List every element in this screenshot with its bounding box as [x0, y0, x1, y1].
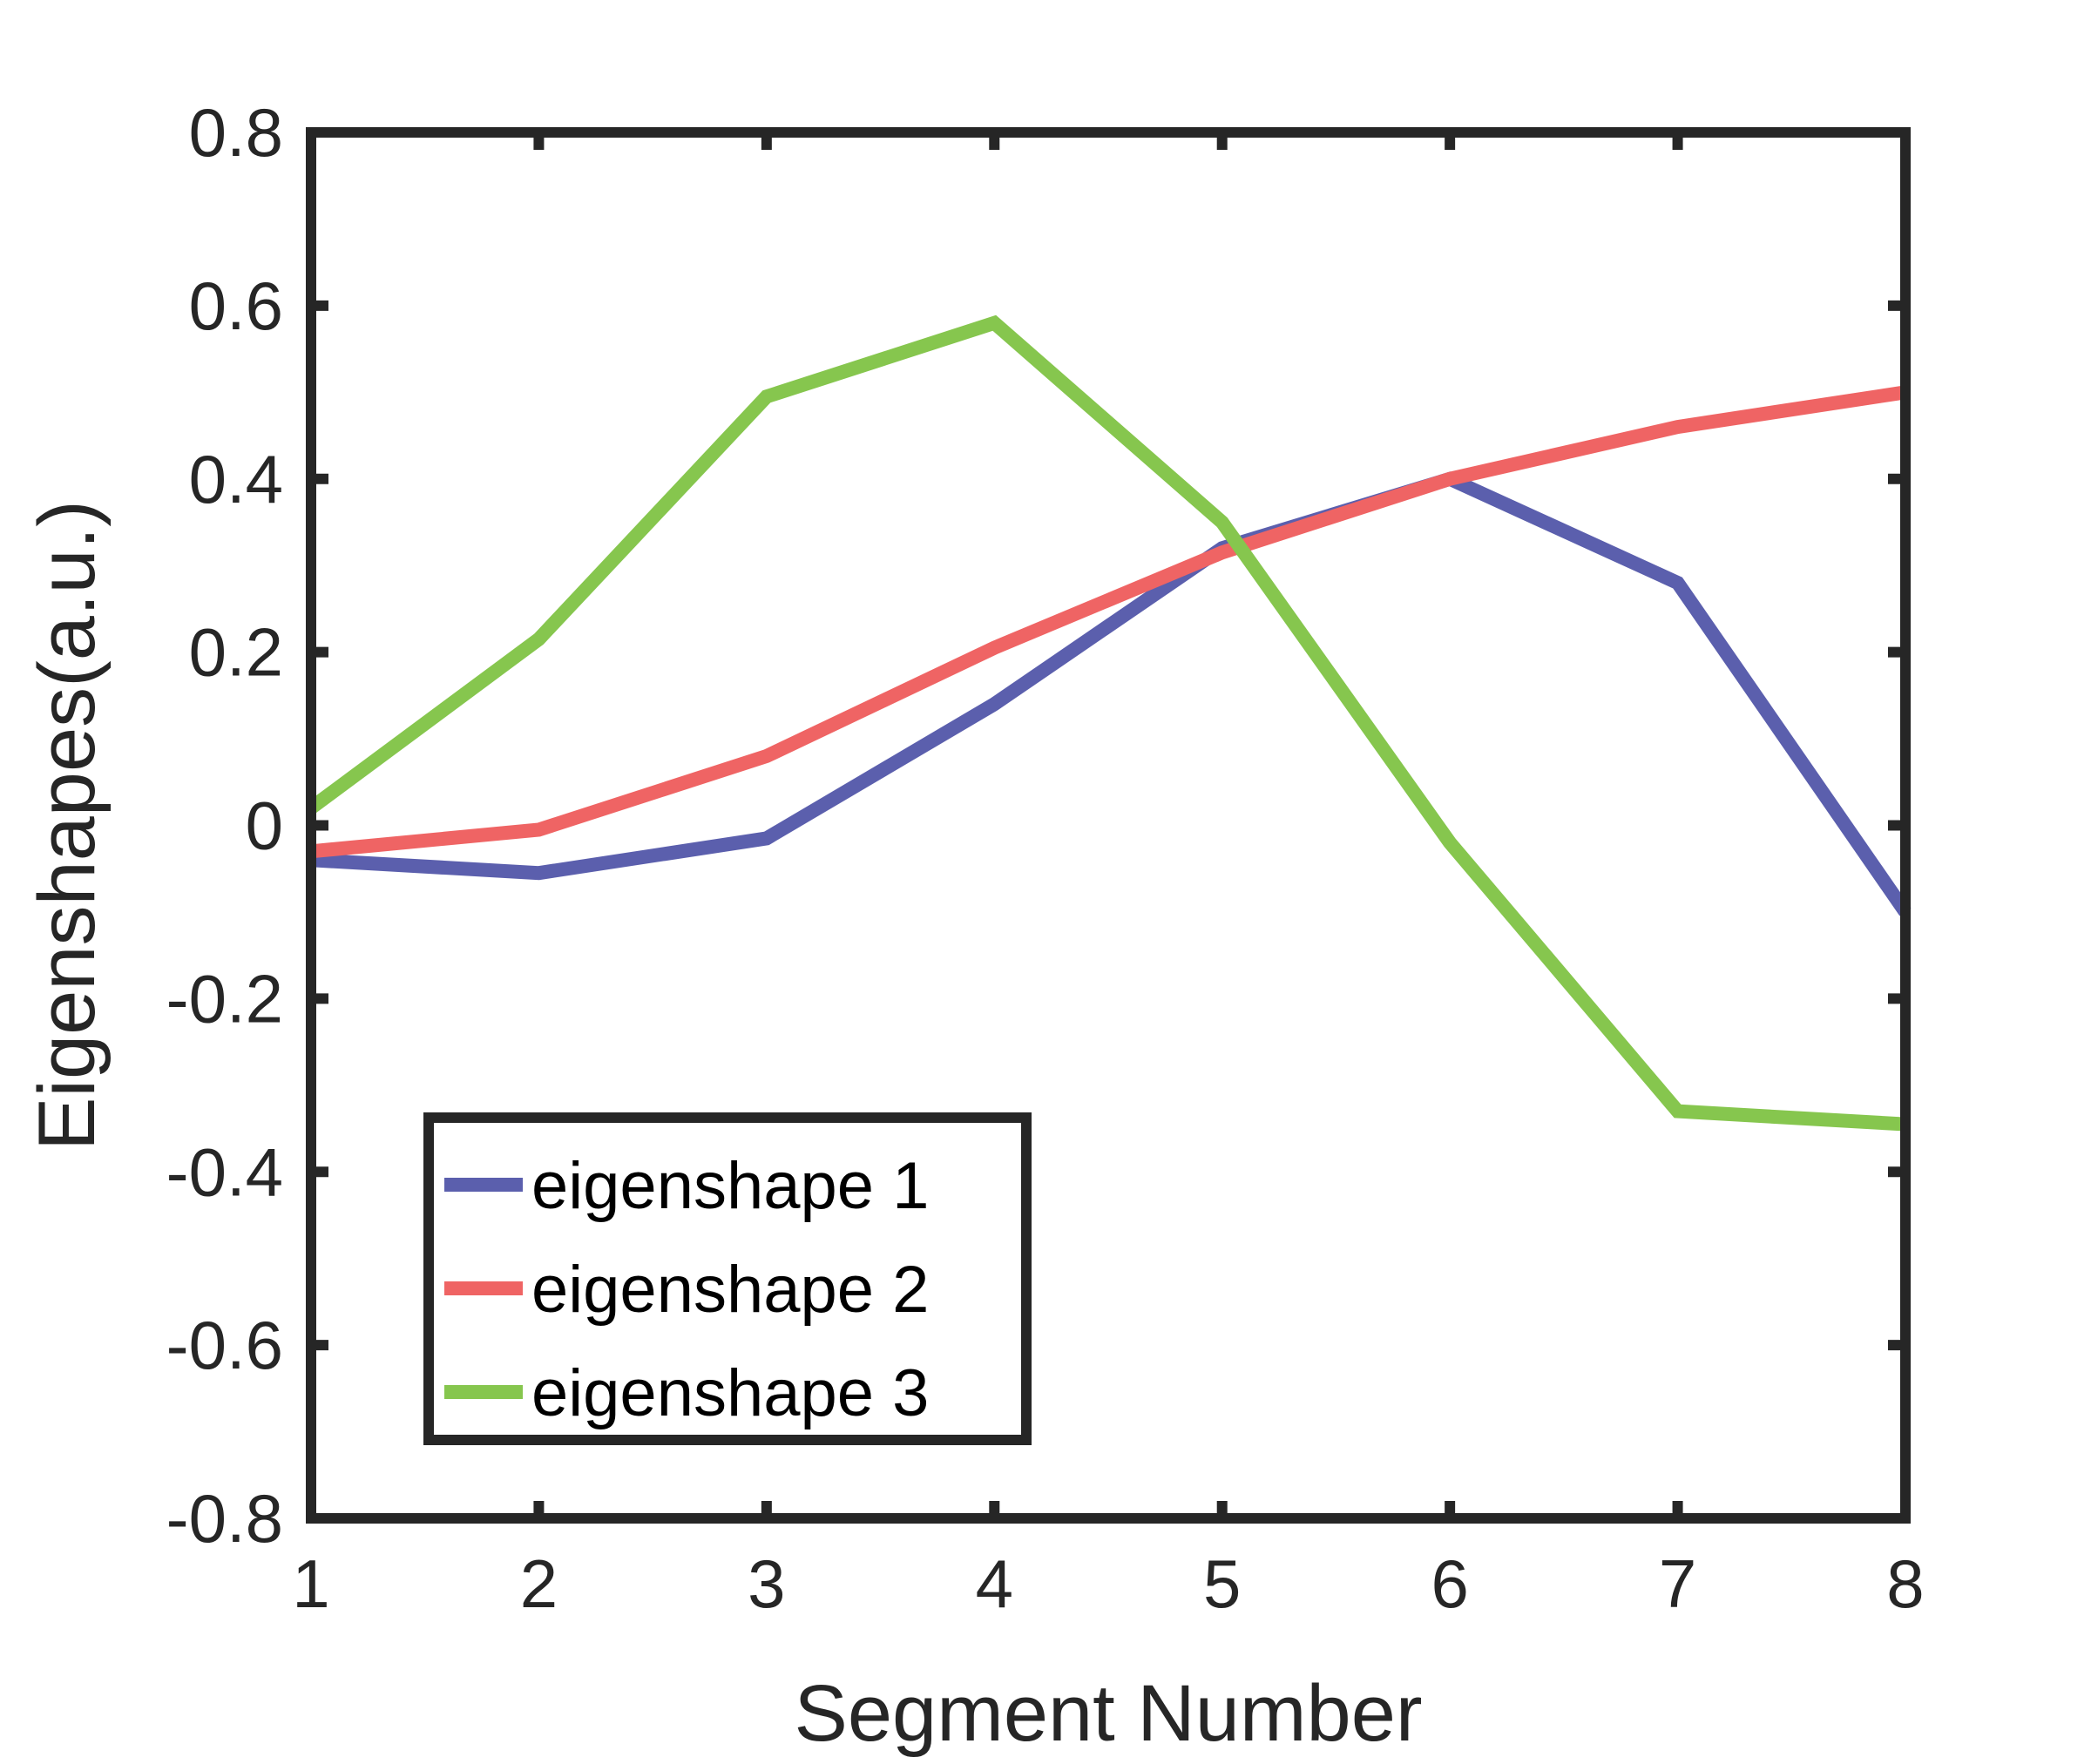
x-axis-label: Segment Number: [795, 1669, 1423, 1758]
series-layer: [307, 314, 1912, 1132]
axes-frame: [306, 127, 1911, 1524]
x-tick-label: 4: [976, 1545, 1013, 1622]
x-tick-label: 5: [1203, 1545, 1241, 1622]
legend-box: [423, 1112, 1032, 1445]
y-tick-label: 0.4: [189, 441, 283, 517]
tick-label-layer: 1 2 3 4 5 6 7 8 0.8 0.6 0.4 0.2 0 -0.2 -0.4 -0.6 -0.8: [166, 94, 1925, 1622]
y-tick-label: -0.2: [166, 960, 283, 1037]
x-tick-label: 2: [520, 1545, 558, 1622]
x-tick-label: 8: [1886, 1545, 1924, 1622]
legend-label-1: eigenshape 1: [531, 1149, 929, 1223]
series-line-3: [307, 314, 1906, 1132]
y-tick-label: -0.6: [166, 1307, 283, 1383]
series-line-1: [310, 471, 1912, 916]
y-tick-label: 0.2: [189, 614, 283, 691]
legend: eigenshape 1 eigenshape 2 eigenshape 3: [423, 1112, 1032, 1445]
y-tick-label: 0.8: [189, 94, 283, 171]
series-line-2: [310, 385, 1907, 859]
x-tick-label: 7: [1659, 1545, 1696, 1622]
legend-label-2: eigenshape 2: [531, 1253, 929, 1327]
legend-label-3: eigenshape 3: [531, 1356, 929, 1430]
y-tick-label: 0: [246, 787, 283, 864]
x-tick-label: 1: [292, 1545, 329, 1622]
x-tick-label: 3: [748, 1545, 785, 1622]
y-axis-label: Eigenshapes(a.u.): [23, 500, 112, 1151]
x-tick-label: 6: [1431, 1545, 1468, 1622]
y-tick-label: 0.6: [189, 267, 283, 344]
y-tick-label: -0.4: [166, 1133, 283, 1210]
y-tick-label: -0.8: [166, 1480, 283, 1557]
